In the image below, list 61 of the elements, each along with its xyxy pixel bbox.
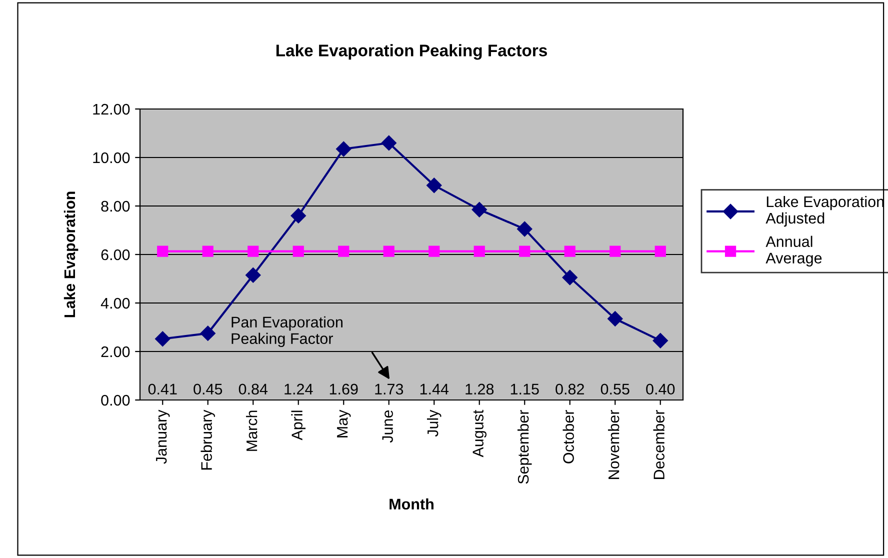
point: [562, 270, 578, 286]
annotation: 0.55: [600, 384, 630, 395]
annotation: 0.40: [646, 384, 675, 395]
point: [383, 246, 394, 257]
y-axis-title: Lake Evaporation: [64, 192, 78, 318]
annotation: 1.24: [284, 384, 313, 394]
x-tick-label: October: [562, 410, 574, 464]
x-tick-label: July: [427, 410, 442, 437]
point: [472, 202, 487, 218]
point: [428, 246, 440, 257]
y-tick-label: 2.00: [101, 346, 130, 358]
point: [200, 326, 216, 341]
point: [610, 246, 621, 257]
point: [381, 135, 396, 151]
y-tick-label: 8.00: [101, 200, 130, 212]
point: [652, 333, 668, 348]
legend-label: Annual Average: [766, 236, 822, 266]
point: [474, 246, 485, 257]
point: [654, 246, 666, 257]
y-tick-label: 0.00: [101, 394, 130, 406]
annotation: 0.82: [556, 384, 584, 395]
annotation: 0.41: [148, 384, 177, 395]
annotation: 1.69: [330, 384, 358, 395]
x-tick-label: June: [382, 410, 393, 443]
x-tick-label: January: [156, 410, 170, 464]
point: [336, 141, 352, 157]
point: [292, 246, 304, 257]
point: [155, 331, 170, 346]
point: [248, 246, 259, 257]
point: [564, 246, 576, 257]
annotation: 0.84: [238, 384, 268, 395]
point: [426, 178, 442, 193]
chart-title: Lake Evaporation Peaking Factors: [276, 44, 547, 60]
y-tick-label: 12.00: [93, 104, 130, 115]
point: [246, 268, 261, 283]
annotation: 1.28: [466, 384, 494, 395]
point: [290, 208, 306, 224]
x-tick-label: September: [518, 410, 532, 484]
annotation: 1.44: [420, 384, 449, 394]
x-tick-label: March: [246, 410, 258, 451]
x-tick-label: May: [337, 410, 351, 438]
y-tick-label: 4.00: [100, 298, 130, 309]
x-tick-label: November: [608, 410, 620, 479]
x-tick-label: December: [653, 410, 664, 479]
x-tick-label: February: [200, 410, 215, 470]
point: [338, 246, 350, 257]
annotation: 0.45: [194, 384, 222, 395]
x-tick-label: April: [291, 410, 306, 440]
x-axis-title: Month: [390, 498, 434, 510]
annotation: Pan Evaporation Peaking Factor: [232, 316, 342, 348]
point: [157, 246, 168, 257]
x-tick-label: August: [472, 410, 486, 458]
y-tick-label: 10.00: [93, 152, 130, 164]
annotation: 1.73: [375, 384, 404, 395]
point: [202, 246, 214, 257]
point: [608, 311, 623, 326]
point: [519, 246, 530, 257]
y-tick-label: 6.00: [101, 249, 130, 260]
legend-label: Lake Evaporation Adjusted: [766, 196, 884, 227]
annotation: 1.15: [510, 384, 539, 395]
point: [517, 221, 532, 237]
